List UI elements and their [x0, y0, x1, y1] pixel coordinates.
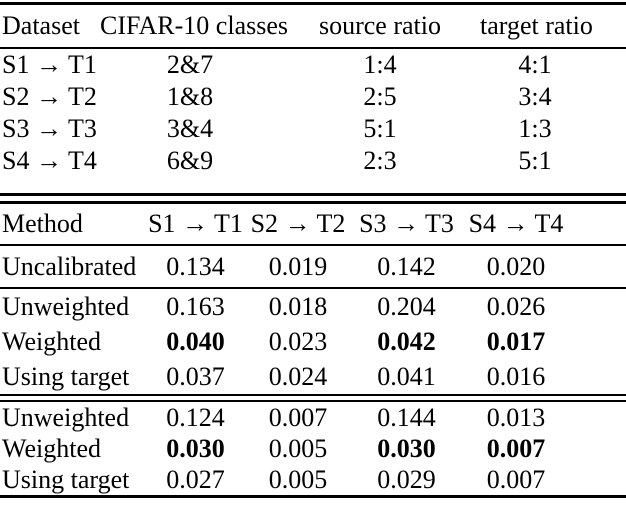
- metric-value: 0.019: [268, 251, 328, 281]
- dataset-pair-label: S2 → T2: [2, 82, 97, 111]
- metric-value: 0.144: [377, 402, 436, 432]
- table-row-using-target: Using target 0.027 0.005 0.029 0.007: [0, 464, 626, 495]
- metric-value: 0.142: [377, 251, 436, 281]
- source-ratio-value: 1:4: [363, 50, 397, 79]
- dataset-table-header-row: Dataset CIFAR-10 classes source ratio ta…: [0, 5, 626, 47]
- table-row-weighted: Weighted 0.040 0.023 0.042 0.017: [0, 324, 626, 359]
- metric-value: 0.024: [268, 361, 328, 391]
- source-ratio-value: 5:1: [363, 114, 397, 143]
- column-header-source-ratio: source ratio: [318, 11, 441, 40]
- target-ratio-value: 1:3: [518, 114, 552, 143]
- metric-value-best: 0.007: [486, 433, 546, 463]
- metric-value: 0.029: [377, 464, 436, 494]
- metric-value: 0.124: [166, 402, 225, 432]
- metric-value-best: 0.040: [166, 326, 225, 356]
- source-ratio-value: 2:5: [363, 82, 397, 111]
- column-header-s2t2: S2 → T2: [250, 209, 346, 238]
- method-label: Unweighted: [2, 402, 130, 432]
- metric-value: 0.018: [268, 291, 328, 321]
- metric-value-best: 0.030: [377, 433, 436, 463]
- results-table-header-row: Method S1 → T1 S2 → T2 S3 → T3 S4 → T4: [0, 204, 626, 244]
- metric-value: 0.005: [268, 464, 328, 494]
- target-ratio-value: 4:1: [518, 50, 552, 79]
- target-ratio-value: 3:4: [518, 82, 552, 111]
- dataset-pair-label: S4 → T4: [2, 146, 97, 175]
- method-label: Weighted: [2, 433, 101, 463]
- dataset-pair-label: S1 → T1: [2, 50, 97, 79]
- column-header-s1t1: S1 → T1: [148, 209, 243, 238]
- metric-value: 0.007: [486, 464, 546, 494]
- table-row-s1t1: S1 → T1 2&7 1:4 4:1: [0, 49, 626, 81]
- metric-value: 0.013: [486, 402, 546, 432]
- dataset-pair-label: S3 → T3: [2, 114, 97, 143]
- metric-value: 0.204: [377, 291, 436, 321]
- metric-value: 0.007: [268, 402, 328, 432]
- metric-value: 0.163: [166, 291, 225, 321]
- header-separator-rule: [0, 244, 626, 246]
- target-ratio-value: 5:1: [518, 146, 552, 175]
- header-separator-rule: [0, 47, 626, 49]
- table-row-unweighted: Unweighted 0.124 0.007 0.144 0.013: [0, 402, 626, 433]
- metric-value: 0.041: [377, 361, 436, 391]
- metric-value: 0.037: [166, 361, 225, 391]
- table-row-uncalibrated: Uncalibrated 0.134 0.019 0.142 0.020: [0, 246, 626, 287]
- table-row-s4t4: S4 → T4 6&9 2:3 5:1: [0, 145, 626, 177]
- method-label: Weighted: [2, 326, 101, 356]
- method-label: Uncalibrated: [2, 251, 137, 281]
- table-top-rule: [0, 2, 626, 5]
- metric-value: 0.016: [486, 361, 546, 391]
- metric-value: 0.020: [486, 251, 546, 281]
- metric-value: 0.005: [268, 433, 328, 463]
- group-separator-double-rule: [0, 394, 626, 402]
- column-header-target-ratio: target ratio: [480, 11, 593, 40]
- classes-value: 3&4: [166, 114, 214, 143]
- method-label: Using target: [2, 464, 130, 494]
- metric-value-best: 0.042: [377, 326, 436, 356]
- method-label: Unweighted: [2, 291, 130, 321]
- metric-value: 0.023: [268, 326, 328, 356]
- table-separator-double-rule: [0, 193, 626, 204]
- metric-value-best: 0.030: [166, 433, 225, 463]
- column-header-s4t4: S4 → T4: [468, 209, 564, 238]
- metric-value: 0.026: [486, 291, 546, 321]
- table-row-weighted: Weighted 0.030 0.005 0.030 0.007: [0, 433, 626, 464]
- table-bottom-rule: [0, 495, 626, 498]
- group-separator-rule: [0, 287, 626, 289]
- column-header-method: Method: [2, 209, 83, 238]
- column-header-s3t3: S3 → T3: [359, 209, 454, 238]
- metric-value: 0.134: [166, 251, 225, 281]
- table-row-unweighted: Unweighted 0.163 0.018 0.204 0.026: [0, 289, 626, 324]
- metric-value: 0.027: [166, 464, 225, 494]
- column-header-cifar10-classes: CIFAR-10 classes: [100, 11, 289, 40]
- classes-value: 1&8: [166, 82, 214, 111]
- metric-value-best: 0.017: [486, 326, 546, 356]
- table-row-using-target: Using target 0.037 0.024 0.041 0.016: [0, 359, 626, 394]
- column-header-dataset: Dataset: [2, 11, 80, 40]
- table-row-s2t2: S2 → T2 1&8 2:5 3:4: [0, 81, 626, 113]
- classes-value: 6&9: [166, 146, 214, 175]
- classes-value: 2&7: [166, 50, 214, 79]
- table-row-s3t3: S3 → T3 3&4 5:1 1:3: [0, 113, 626, 145]
- source-ratio-value: 2:3: [363, 146, 397, 175]
- method-label: Using target: [2, 361, 130, 391]
